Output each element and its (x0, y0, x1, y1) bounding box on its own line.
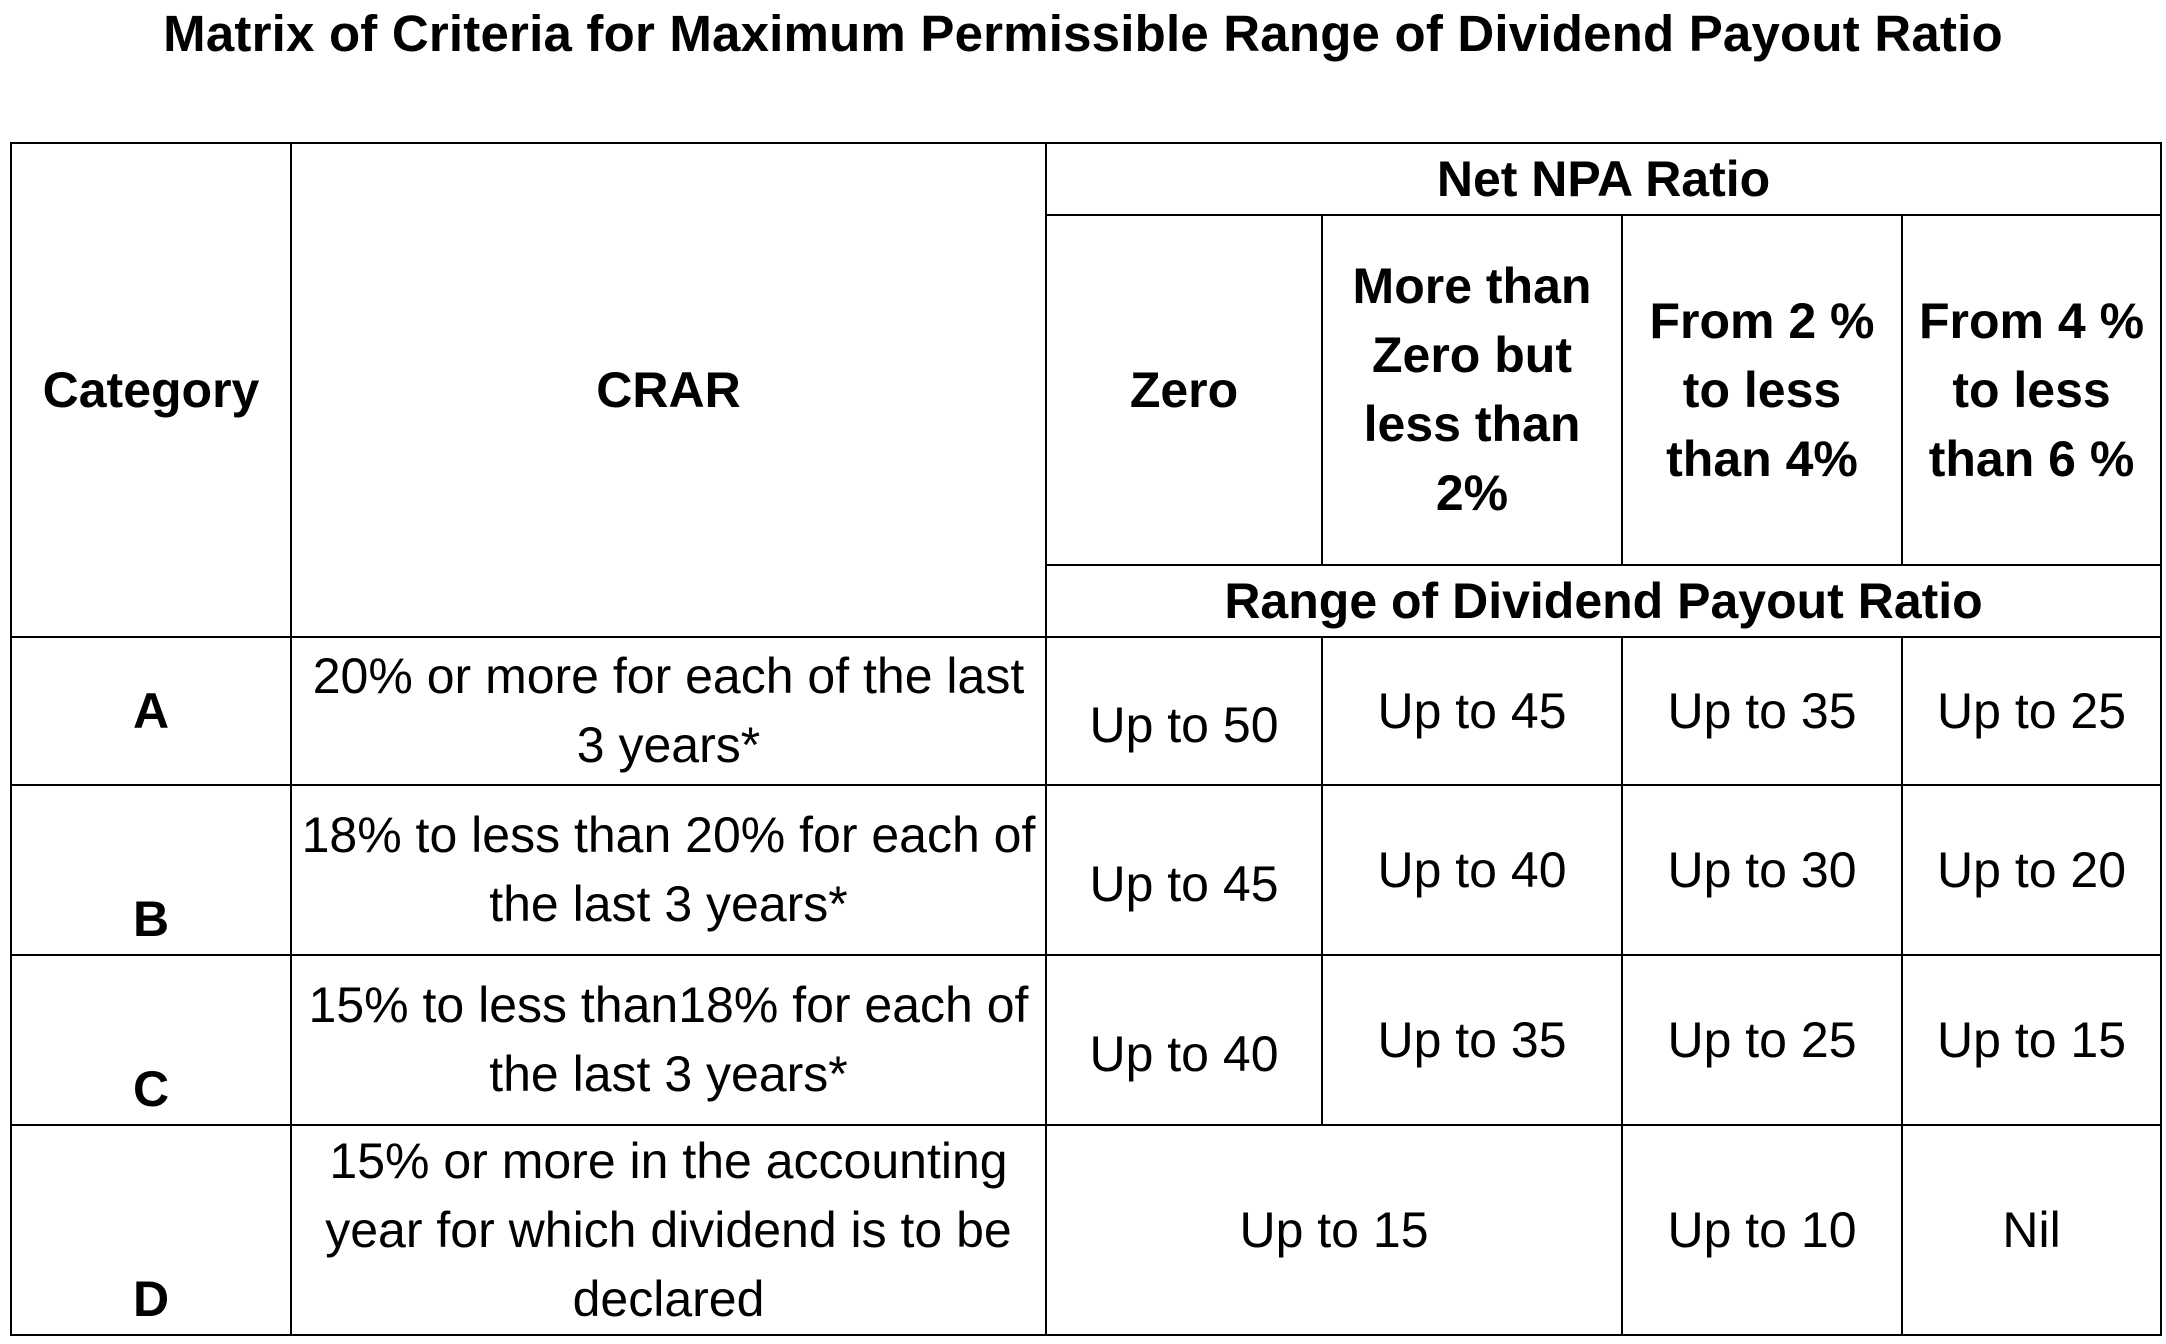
table-row: D 15% or more in the accounting year for… (10, 1124, 2163, 1336)
dividend-payout-matrix-table: Category CRAR Net NPA Ratio Zero More th… (10, 142, 2163, 1336)
net-npa-ratio-header: Net NPA Ratio (1044, 142, 2163, 216)
payout-cell: Up to 15 (1900, 954, 2163, 1126)
category-header: Category (10, 142, 292, 638)
payout-cell: Up to 25 (1900, 636, 2163, 786)
page-title: Matrix of Criteria for Maximum Permissib… (163, 5, 2003, 62)
crar-cell: 20% or more for each of the last 3 years… (290, 636, 1047, 786)
payout-cell: Nil (1900, 1124, 2163, 1336)
npa-column-4-to-6-header: From 4 % to less than 6 % (1900, 214, 2163, 566)
category-cell: D (10, 1124, 292, 1336)
category-cell: B (10, 784, 292, 956)
payout-cell: Up to 40 (1045, 954, 1323, 1126)
payout-cell-merged: Up to 15 (1045, 1124, 1623, 1336)
table-row: A 20% or more for each of the last 3 yea… (10, 636, 2163, 786)
category-cell: A (10, 636, 292, 786)
crar-cell: 18% to less than 20% for each of the las… (290, 784, 1047, 956)
payout-cell: Up to 20 (1900, 784, 2163, 956)
payout-cell: Up to 10 (1621, 1124, 1903, 1336)
npa-column-2-to-4-header: From 2 % to less than 4% (1621, 214, 1903, 566)
npa-column-zero-to-2-header: More than Zero but less than 2% (1321, 214, 1623, 566)
range-of-dividend-payout-ratio-header: Range of Dividend Payout Ratio (1044, 564, 2163, 638)
payout-cell: Up to 50 (1045, 636, 1323, 786)
category-cell: C (10, 954, 292, 1126)
npa-column-zero-header: Zero (1045, 214, 1323, 566)
crar-header: CRAR (290, 142, 1047, 638)
payout-cell: Up to 40 (1321, 784, 1623, 956)
header-row: Category CRAR Net NPA Ratio (10, 142, 2163, 638)
payout-cell: Up to 25 (1621, 954, 1903, 1126)
payout-cell: Up to 35 (1321, 954, 1623, 1126)
payout-cell: Up to 45 (1321, 636, 1623, 786)
payout-cell: Up to 35 (1621, 636, 1903, 786)
npa-subheader-row: Zero More than Zero but less than 2% Fro… (11, 214, 2163, 566)
table-row: B 18% to less than 20% for each of the l… (10, 784, 2163, 956)
crar-cell: 15% or more in the accounting year for w… (290, 1124, 1047, 1336)
crar-cell: 15% to less than18% for each of the last… (290, 954, 1047, 1126)
table-row: C 15% to less than18% for each of the la… (10, 954, 2163, 1126)
range-label-row: Range of Dividend Payout Ratio (11, 564, 2163, 638)
payout-cell: Up to 45 (1045, 784, 1323, 956)
payout-cell: Up to 30 (1621, 784, 1903, 956)
